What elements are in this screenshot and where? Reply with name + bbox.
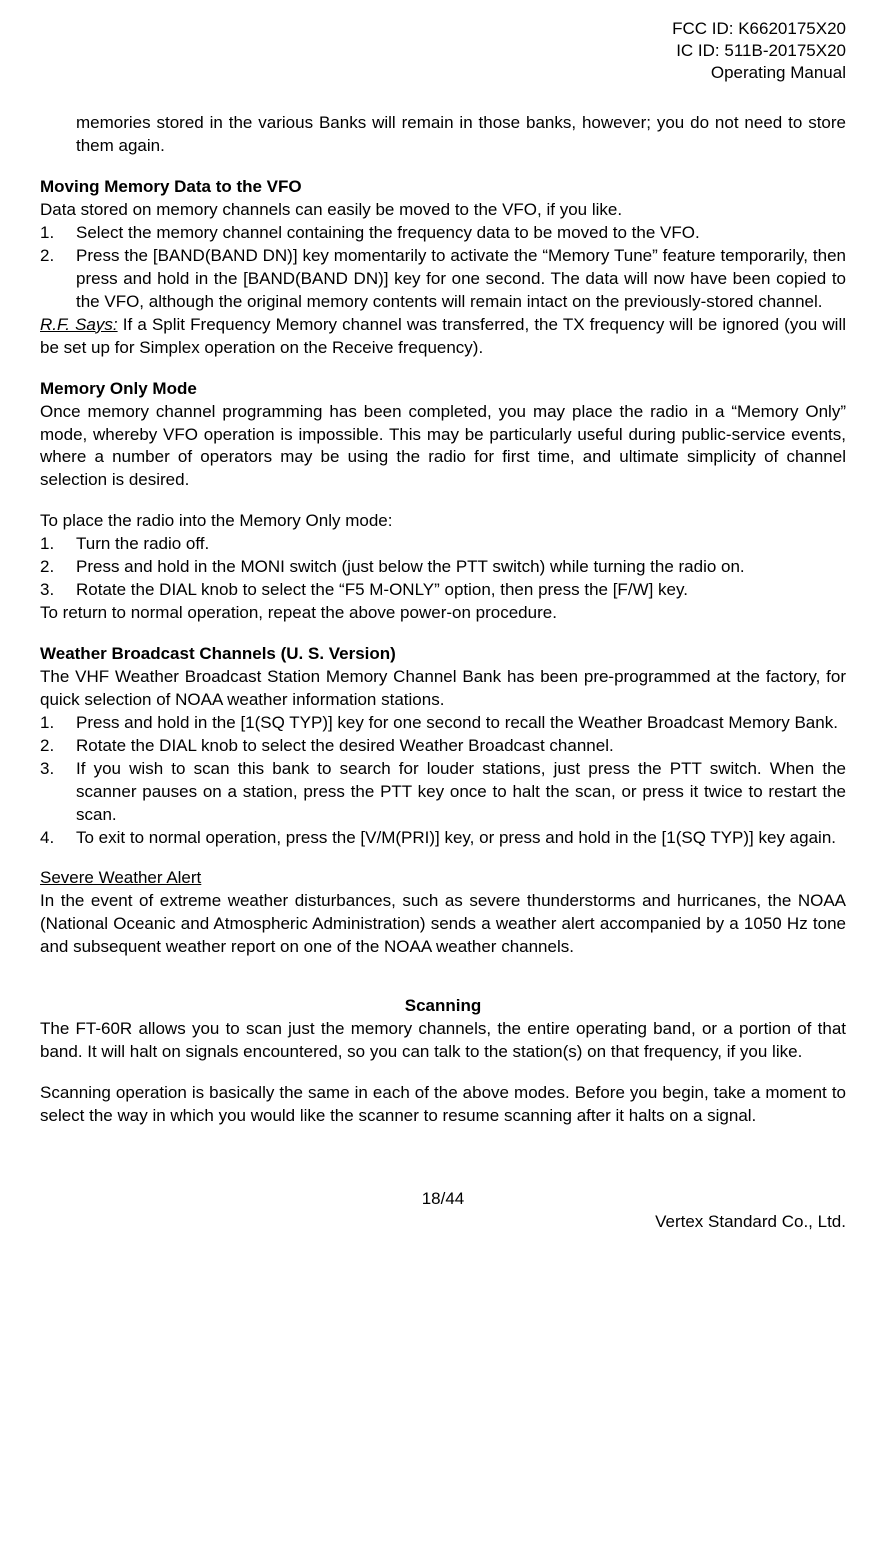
list-text: Rotate the DIAL knob to select the desir… <box>76 735 846 758</box>
moving-memory-intro: Data stored on memory channels can easil… <box>40 199 846 222</box>
list-text: To exit to normal operation, press the [… <box>76 827 846 850</box>
weather-heading: Weather Broadcast Channels (U. S. Versio… <box>40 643 846 666</box>
list-text: Rotate the DIAL knob to select the “F5 M… <box>76 579 846 602</box>
weather-intro: The VHF Weather Broadcast Station Memory… <box>40 666 846 712</box>
fcc-id-text: FCC ID: K6620175X20 <box>40 18 846 40</box>
list-text: Select the memory channel containing the… <box>76 222 846 245</box>
page-number: 18/44 <box>40 1188 846 1211</box>
moving-memory-heading: Moving Memory Data to the VFO <box>40 176 846 199</box>
page-footer: 18/44 Vertex Standard Co., Ltd. <box>40 1188 846 1234</box>
list-number: 2. <box>40 556 76 579</box>
list-number: 4. <box>40 827 76 850</box>
memory-only-return: To return to normal operation, repeat th… <box>40 602 846 625</box>
scanning-para1: The FT-60R allows you to scan just the m… <box>40 1018 846 1064</box>
list-number: 1. <box>40 222 76 245</box>
rf-says-label: R.F. Says: <box>40 315 118 334</box>
moving-memory-list: 1. Select the memory channel containing … <box>40 222 846 314</box>
list-text: Turn the radio off. <box>76 533 846 556</box>
list-item: 4. To exit to normal operation, press th… <box>40 827 846 850</box>
list-item: 1. Turn the radio off. <box>40 533 846 556</box>
company-name: Vertex Standard Co., Ltd. <box>40 1211 846 1234</box>
list-text: Press the [BAND(BAND DN)] key momentaril… <box>76 245 846 314</box>
list-number: 3. <box>40 579 76 602</box>
list-item: 2. Rotate the DIAL knob to select the de… <box>40 735 846 758</box>
list-number: 2. <box>40 245 76 314</box>
list-text: Press and hold in the MONI switch (just … <box>76 556 846 579</box>
memory-only-place-intro: To place the radio into the Memory Only … <box>40 510 846 533</box>
list-item: 2. Press and hold in the MONI switch (ju… <box>40 556 846 579</box>
intro-paragraph: memories stored in the various Banks wil… <box>40 112 846 158</box>
list-item: 1. Press and hold in the [1(SQ TYP)] key… <box>40 712 846 735</box>
list-number: 1. <box>40 712 76 735</box>
ic-id-text: IC ID: 511B-20175X20 <box>40 40 846 62</box>
memory-only-list: 1. Turn the radio off. 2. Press and hold… <box>40 533 846 602</box>
manual-type-text: Operating Manual <box>40 62 846 84</box>
weather-list: 1. Press and hold in the [1(SQ TYP)] key… <box>40 712 846 850</box>
list-number: 3. <box>40 758 76 827</box>
list-text: If you wish to scan this bank to search … <box>76 758 846 827</box>
severe-weather-text: In the event of extreme weather disturba… <box>40 890 846 959</box>
list-item: 3. Rotate the DIAL knob to select the “F… <box>40 579 846 602</box>
list-item: 3. If you wish to scan this bank to sear… <box>40 758 846 827</box>
list-item: 1. Select the memory channel containing … <box>40 222 846 245</box>
scanning-heading: Scanning <box>40 995 846 1018</box>
list-number: 1. <box>40 533 76 556</box>
memory-only-heading: Memory Only Mode <box>40 378 846 401</box>
list-number: 2. <box>40 735 76 758</box>
list-text: Press and hold in the [1(SQ TYP)] key fo… <box>76 712 846 735</box>
document-header: FCC ID: K6620175X20 IC ID: 511B-20175X20… <box>40 18 846 84</box>
severe-weather-heading: Severe Weather Alert <box>40 867 846 890</box>
rf-says-text: If a Split Frequency Memory channel was … <box>40 315 846 357</box>
memory-only-intro: Once memory channel programming has been… <box>40 401 846 493</box>
list-item: 2. Press the [BAND(BAND DN)] key momenta… <box>40 245 846 314</box>
rf-says-paragraph: R.F. Says: If a Split Frequency Memory c… <box>40 314 846 360</box>
scanning-para2: Scanning operation is basically the same… <box>40 1082 846 1128</box>
